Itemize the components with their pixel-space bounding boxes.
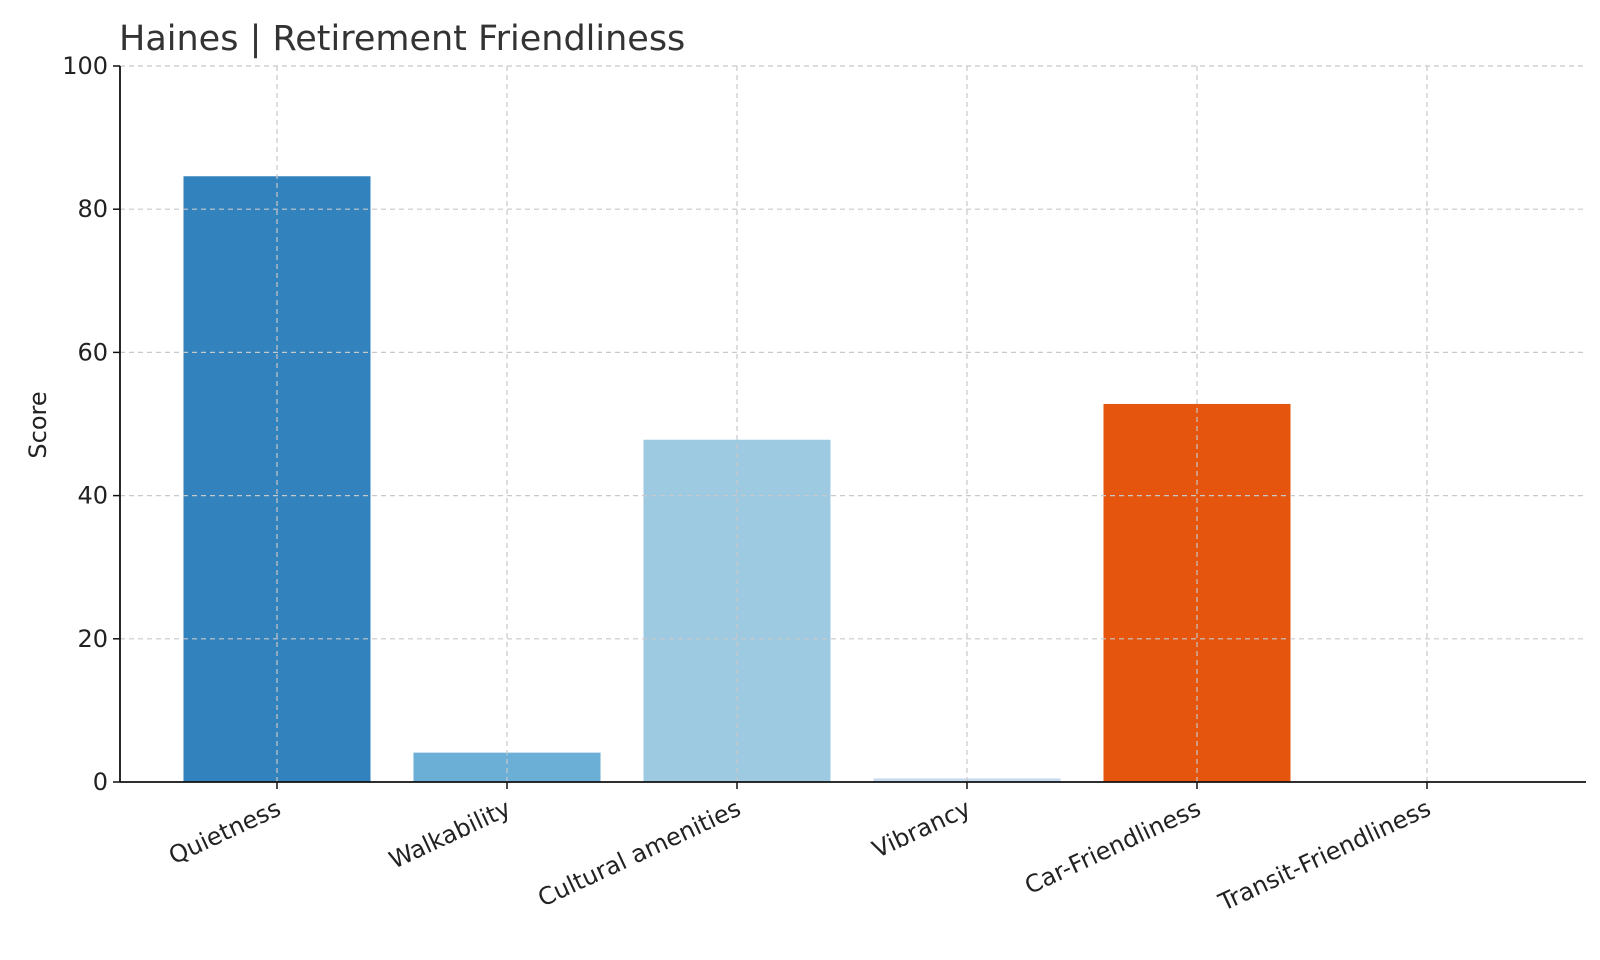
grid-lines xyxy=(120,65,1586,782)
x-tick-label: Transit-Friendliness xyxy=(1214,794,1435,917)
y-tick-label: 40 xyxy=(77,482,108,510)
y-tick-label: 80 xyxy=(77,195,108,223)
x-tick-label: Cultural amenities xyxy=(534,794,745,912)
y-axis-ticks: 0 20 40 60 80 100 xyxy=(62,52,120,796)
y-tick-label: 0 xyxy=(93,768,108,796)
x-axis-ticks: Quietness Walkability Cultural amenities Vi… xyxy=(164,782,1435,917)
y-axis-label: Score xyxy=(24,391,52,458)
x-tick-label: Car-Friendliness xyxy=(1020,794,1205,900)
y-tick-label: 100 xyxy=(62,52,108,80)
chart-title: Haines | Retirement Friendliness xyxy=(119,19,685,59)
x-tick-label: Quietness xyxy=(164,794,285,870)
y-tick-label: 60 xyxy=(77,338,108,366)
x-tick-label: Walkability xyxy=(385,794,515,875)
x-tick-label: Vibrancy xyxy=(868,794,975,864)
axes xyxy=(119,66,1586,783)
y-tick-label: 20 xyxy=(77,625,108,653)
